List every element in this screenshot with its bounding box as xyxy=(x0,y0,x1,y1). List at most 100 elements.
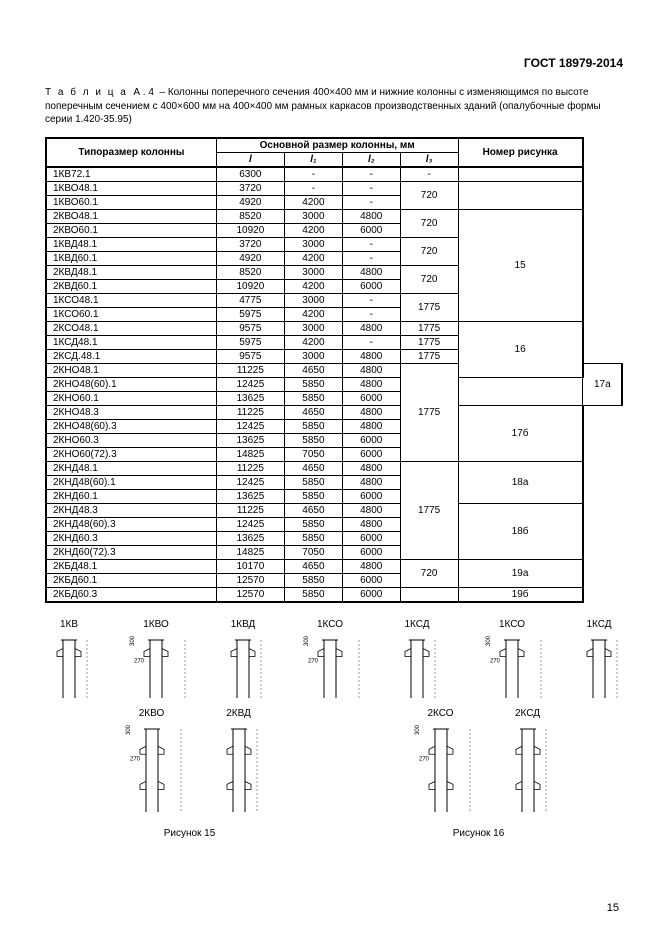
cell-l2: 6000 xyxy=(342,587,400,602)
cell-l2: 4800 xyxy=(342,475,400,489)
column-diagram: 1КСД xyxy=(575,619,623,702)
cell-l2: 6000 xyxy=(342,531,400,545)
cell-type: 1КСО48.1 xyxy=(46,293,216,307)
cell-l: 4775 xyxy=(216,293,284,307)
cell-l: 4920 xyxy=(216,195,284,209)
cell-type: 2КНД48.1 xyxy=(46,461,216,475)
table-row: 2КНО48(60).11242558504800 xyxy=(46,377,622,391)
table-row: 2КСО48.1957530004800177516 xyxy=(46,321,622,335)
diagram-svg xyxy=(219,632,267,702)
svg-text:300: 300 xyxy=(130,635,136,646)
cell-type: 2КСО48.1 xyxy=(46,321,216,335)
th-fig: Номер рисунка xyxy=(458,138,583,167)
cell-type: 2КВД48.1 xyxy=(46,265,216,279)
cell-type: 2КБД48.1 xyxy=(46,559,216,573)
cell-l1: 3000 xyxy=(284,237,342,251)
cell-l3: 1775 xyxy=(400,349,458,363)
cell-type: 2КНО48(60).1 xyxy=(46,377,216,391)
cell-l1: 7050 xyxy=(284,447,342,461)
cell-fig: 17б xyxy=(458,405,583,461)
cell-type: 2КНД48(60).3 xyxy=(46,517,216,531)
cell-l2: 4800 xyxy=(342,265,400,279)
figure-16-caption: Рисунок 16 xyxy=(334,828,623,839)
column-diagram: 1КСО300270 xyxy=(477,619,547,702)
diagram-label: 1КВД xyxy=(219,619,267,630)
cell-l: 10170 xyxy=(216,559,284,573)
cell-l: 9575 xyxy=(216,349,284,363)
table-row: 2КНО60.11362558506000 xyxy=(46,391,622,405)
cell-l2: 4800 xyxy=(342,503,400,517)
cell-type: 2КНО60.1 xyxy=(46,391,216,405)
cell-type: 2КНД60(72).3 xyxy=(46,545,216,559)
cell-l1: 4200 xyxy=(284,223,342,237)
column-diagram: 1КВ xyxy=(45,619,93,702)
diagram-label: 1КСД xyxy=(575,619,623,630)
cell-l: 13625 xyxy=(216,489,284,503)
cell-type: 2КБД60.1 xyxy=(46,573,216,587)
cell-l3-empty xyxy=(400,587,458,602)
column-diagram: 1КВД xyxy=(219,619,267,702)
cell-l2: 6000 xyxy=(342,545,400,559)
cell-l3: 720 xyxy=(400,209,458,237)
cell-l: 6300 xyxy=(216,167,284,182)
cell-fig: 17а xyxy=(583,363,622,405)
cell-type: 2КВО48.1 xyxy=(46,209,216,223)
cell-l1: 5850 xyxy=(284,475,342,489)
th-l2: l₂ xyxy=(342,152,400,167)
cell-l3: 1775 xyxy=(400,321,458,335)
cell-l2: 6000 xyxy=(342,223,400,237)
svg-text:270: 270 xyxy=(419,756,430,762)
cell-l2: 4800 xyxy=(342,349,400,363)
th-l3: l₃ xyxy=(400,152,458,167)
column-diagram: 2КСО300270 xyxy=(406,708,476,816)
cell-l: 13625 xyxy=(216,391,284,405)
cell-l: 12425 xyxy=(216,419,284,433)
cell-type: 2КНО60.3 xyxy=(46,433,216,447)
cell-l1: 3000 xyxy=(284,349,342,363)
diagram-svg xyxy=(45,632,93,702)
page-number: 15 xyxy=(607,902,619,914)
cell-l: 11225 xyxy=(216,461,284,475)
cell-l: 5975 xyxy=(216,335,284,349)
cell-l2: - xyxy=(342,167,400,182)
cell-l3: 720 xyxy=(400,559,458,587)
cell-l: 12425 xyxy=(216,377,284,391)
cell-l3: 1775 xyxy=(400,335,458,349)
cell-l2: 6000 xyxy=(342,433,400,447)
cell-l2: - xyxy=(342,251,400,265)
cell-l1: 5850 xyxy=(284,587,342,602)
diagram-label: 1КСО xyxy=(477,619,547,630)
cell-l3: 1775 xyxy=(400,461,458,559)
cell-l1: 4650 xyxy=(284,559,342,573)
svg-text:300: 300 xyxy=(126,724,132,735)
diagram-svg xyxy=(575,632,623,702)
figure-15-caption: Рисунок 15 xyxy=(45,828,334,839)
cell-fig: 18б xyxy=(458,503,583,559)
cell-l1: 4650 xyxy=(284,503,342,517)
cell-l: 9575 xyxy=(216,321,284,335)
cell-fig xyxy=(458,181,583,209)
cell-l1: 3000 xyxy=(284,293,342,307)
cell-l2: 4800 xyxy=(342,559,400,573)
caption-number: А . 4 xyxy=(133,87,154,98)
cell-l2: 6000 xyxy=(342,489,400,503)
cell-l2: 6000 xyxy=(342,573,400,587)
cell-l3: 1775 xyxy=(400,363,458,461)
table-body: 1КВ72.16300---1КВО48.13720--7201КВО60.14… xyxy=(46,167,622,602)
cell-l: 13625 xyxy=(216,531,284,545)
diagram-group-16-bottom: 2КСО3002702КСД xyxy=(406,708,552,816)
figure-captions-row: Рисунок 15 Рисунок 16 xyxy=(45,822,623,839)
diagram-group-15-top: 1КВ1КВО3002701КВД1КСО3002701КСД xyxy=(45,619,441,702)
table-row: 2КВО48.185203000480072015 xyxy=(46,209,622,223)
table-row: 2КБД60.3125705850600019б xyxy=(46,587,622,602)
cell-l3: - xyxy=(400,167,458,182)
cell-l1: 5850 xyxy=(284,377,342,391)
cell-l1: 4650 xyxy=(284,405,342,419)
cell-type: 2КНД60.1 xyxy=(46,489,216,503)
th-l: l xyxy=(216,152,284,167)
svg-text:300: 300 xyxy=(304,635,310,646)
table-row: 2КНД48.11122546504800177518а xyxy=(46,461,622,475)
cell-l2: 6000 xyxy=(342,447,400,461)
diagram-svg: 300270 xyxy=(295,632,365,702)
column-diagram: 1КВО300270 xyxy=(121,619,191,702)
